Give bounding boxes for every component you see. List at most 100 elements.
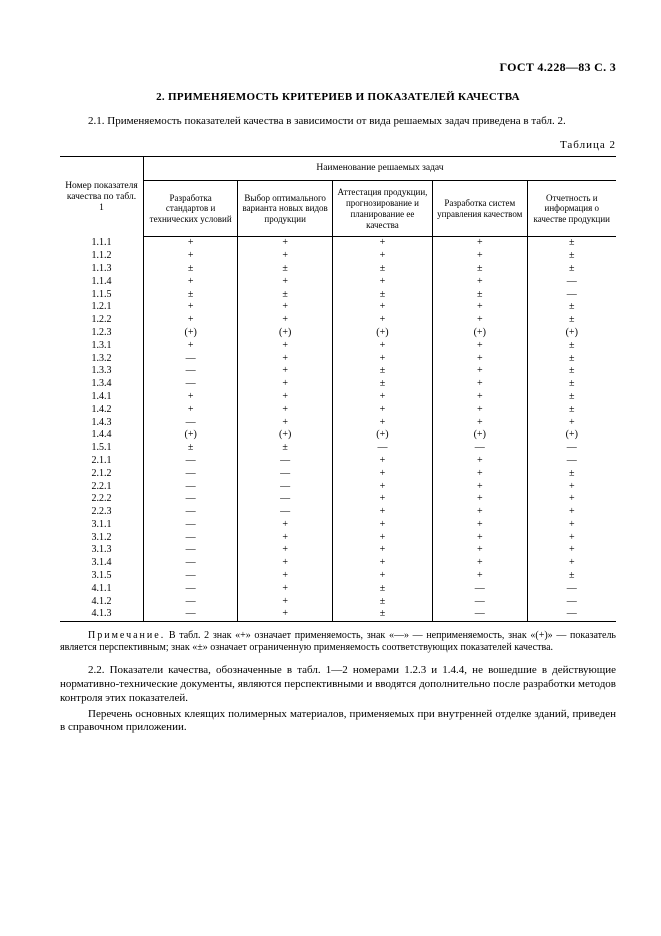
- cell: ±: [143, 289, 238, 302]
- cell: —: [143, 493, 238, 506]
- cell: —: [433, 596, 528, 609]
- cell: +: [238, 544, 333, 557]
- th-col-0: Разработка стандартов и технических усло…: [143, 181, 238, 237]
- cell: (+): [143, 327, 238, 340]
- cell: —: [143, 608, 238, 621]
- table-row: 1.3.3—+±+±: [60, 365, 616, 378]
- cell: +: [433, 519, 528, 532]
- cell: (+): [143, 429, 238, 442]
- table-row: 1.3.1++++±: [60, 340, 616, 353]
- table-row: 4.1.2—+±——: [60, 596, 616, 609]
- cell: +: [238, 340, 333, 353]
- table-row: 3.1.5—+++±: [60, 570, 616, 583]
- cell: +: [332, 557, 432, 570]
- cell: (+): [238, 327, 333, 340]
- cell: —: [143, 583, 238, 596]
- cell: —: [527, 289, 616, 302]
- table-row: 1.4.3—++++: [60, 417, 616, 430]
- cell: +: [332, 532, 432, 545]
- cell: —: [238, 455, 333, 468]
- row-id: 1.2.2: [60, 314, 143, 327]
- cell: ±: [527, 314, 616, 327]
- cell: —: [143, 596, 238, 609]
- cell: +: [332, 519, 432, 532]
- cell: —: [238, 481, 333, 494]
- cell: ±: [527, 301, 616, 314]
- cell: +: [527, 519, 616, 532]
- table-row: 2.2.3——+++: [60, 506, 616, 519]
- cell: +: [238, 237, 333, 250]
- row-id: 1.4.2: [60, 404, 143, 417]
- cell: ±: [143, 442, 238, 455]
- cell: +: [332, 544, 432, 557]
- note-label: Примечание.: [88, 630, 165, 641]
- cell: +: [332, 237, 432, 250]
- para-2-3: Перечень основных клеящих полимерных мат…: [60, 708, 616, 736]
- table-row: 1.1.2++++±: [60, 250, 616, 263]
- cell: +: [433, 557, 528, 570]
- cell: (+): [332, 429, 432, 442]
- para-2-1: 2.1. Применяемость показателей качества …: [60, 115, 616, 129]
- cell: —: [143, 532, 238, 545]
- table-row: 1.2.1++++±: [60, 301, 616, 314]
- cell: ±: [332, 378, 432, 391]
- cell: (+): [527, 429, 616, 442]
- table-row: 2.1.1——++—: [60, 455, 616, 468]
- cell: ±: [527, 250, 616, 263]
- cell: ±: [433, 289, 528, 302]
- table-row: 1.1.4++++—: [60, 276, 616, 289]
- cell: ±: [332, 365, 432, 378]
- cell: +: [143, 404, 238, 417]
- table-row: 3.1.4—++++: [60, 557, 616, 570]
- row-id: 1.3.2: [60, 353, 143, 366]
- row-id: 1.1.1: [60, 237, 143, 250]
- cell: +: [143, 301, 238, 314]
- row-id: 3.1.5: [60, 570, 143, 583]
- table-row: 1.1.1++++±: [60, 237, 616, 250]
- cell: +: [433, 301, 528, 314]
- th-col-3: Разработка систем управления качеством: [433, 181, 528, 237]
- cell: ±: [527, 468, 616, 481]
- cell: +: [332, 314, 432, 327]
- table-row: 3.1.1—++++: [60, 519, 616, 532]
- cell: (+): [527, 327, 616, 340]
- th-col-2: Аттестация продукции, прогнозирование и …: [332, 181, 432, 237]
- row-id: 1.5.1: [60, 442, 143, 455]
- cell: +: [238, 519, 333, 532]
- cell: —: [143, 417, 238, 430]
- cell: —: [143, 481, 238, 494]
- cell: +: [332, 570, 432, 583]
- cell: ±: [527, 365, 616, 378]
- cell: ±: [238, 442, 333, 455]
- cell: +: [433, 417, 528, 430]
- cell: +: [527, 544, 616, 557]
- table-row: 2.1.2——++±: [60, 468, 616, 481]
- cell: +: [433, 455, 528, 468]
- cell: +: [433, 340, 528, 353]
- table-row: 2.2.2——+++: [60, 493, 616, 506]
- cell: +: [433, 314, 528, 327]
- cell: —: [143, 365, 238, 378]
- cell: ±: [527, 263, 616, 276]
- cell: —: [332, 442, 432, 455]
- cell: ±: [332, 583, 432, 596]
- cell: +: [238, 570, 333, 583]
- cell: ±: [238, 263, 333, 276]
- cell: +: [238, 417, 333, 430]
- row-id: 3.1.3: [60, 544, 143, 557]
- cell: ±: [332, 608, 432, 621]
- cell: +: [332, 493, 432, 506]
- cell: —: [527, 596, 616, 609]
- cell: +: [433, 276, 528, 289]
- table-body: 1.1.1++++±1.1.2++++±1.1.3±±±±±1.1.4++++—…: [60, 237, 616, 622]
- cell: —: [527, 583, 616, 596]
- cell: ±: [527, 378, 616, 391]
- cell: +: [332, 481, 432, 494]
- table-row: 1.4.4(+)(+)(+)(+)(+): [60, 429, 616, 442]
- row-id: 4.1.2: [60, 596, 143, 609]
- cell: (+): [433, 429, 528, 442]
- cell: +: [332, 340, 432, 353]
- cell: +: [238, 301, 333, 314]
- table-row: 3.1.3—++++: [60, 544, 616, 557]
- cell: —: [143, 455, 238, 468]
